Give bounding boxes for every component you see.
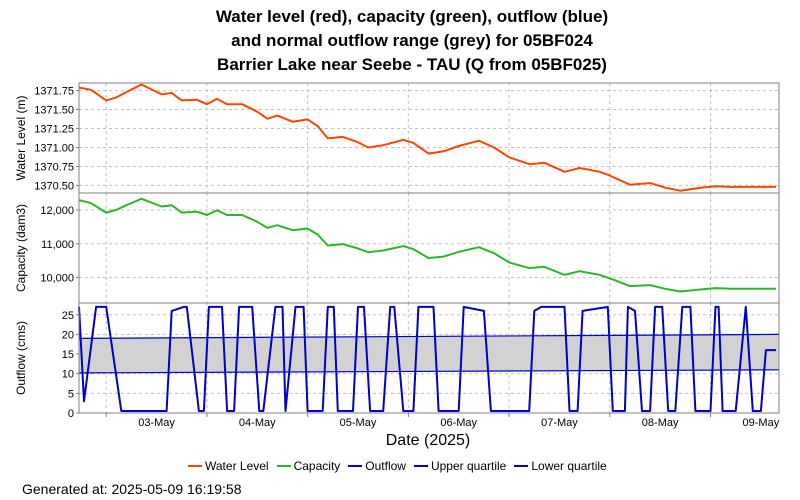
legend-label-water-level: Water Level [205,459,269,473]
x-axis-label: Date (2025) [386,432,471,449]
y-tick-label: 1370.50 [34,180,74,192]
legend-label-capacity: Capacity [293,459,341,473]
legend-item-upper-quartile: Upper quartile [413,459,507,473]
legend-item-water-level: Water Level [188,459,269,473]
legend-swatch-capacity [276,465,291,467]
legend-swatch-upper-quartile [413,465,428,467]
generated-timestamp: Generated at: 2025-05-09 16:19:58 [22,481,242,497]
chart-title-line-3: Barrier Lake near Seebe - TAU (Q from 05… [217,55,607,74]
legend-swatch-water-level [188,465,202,467]
panel-background [79,83,779,193]
panel-frame [78,302,780,414]
y-tick-label: 0 [68,408,74,420]
y-tick-label: 25 [62,310,74,322]
y-axis-label: Outflow (cms) [14,321,28,395]
y-tick-label: 1370.75 [34,161,74,173]
x-tick-label: 06-May [440,417,477,429]
chart-legend: Water Level Capacity Outflow Upper quart… [188,459,615,473]
series-line-lower-quartile [78,369,780,374]
series-line-water-level [78,83,776,192]
y-tick-label: 10,000 [40,273,74,285]
series-line-outflow [78,305,776,412]
x-tick-label: 03-May [138,417,175,429]
y-tick-label: 1371.75 [34,86,74,98]
legend-label-outflow: Outflow [365,459,406,473]
y-tick-label: 12,000 [40,205,74,217]
y-tick-label: 15 [62,349,74,361]
y-axis-label: Capacity (dam3) [14,204,28,292]
legend-label-lower-quartile: Lower quartile [531,459,607,473]
x-tick-label: 09-May [743,417,780,429]
legend-swatch-outflow [348,465,363,467]
x-tick-label: 07-May [541,417,578,429]
y-tick-label: 11,000 [41,239,74,251]
y-tick-label: 20 [62,329,74,341]
y-tick-label: 10 [62,369,74,381]
x-tick-label: 04-May [239,417,276,429]
legend-swatch-lower-quartile [514,465,529,467]
y-tick-label: 5 [68,388,74,400]
legend-item-outflow: Outflow [348,459,406,473]
x-tick-label: 05-May [340,417,377,429]
series-line-upper-quartile [78,333,780,339]
chart-title-line-2: and normal outflow range (grey) for 05BF… [231,31,593,50]
series-line-capacity [78,197,776,293]
normal-outflow-range-band [79,334,779,373]
legend-item-lower-quartile: Lower quartile [514,459,607,473]
y-tick-label: 1371.50 [34,105,74,117]
legend-item-capacity: Capacity [276,459,341,473]
x-tick-label: 08-May [642,417,679,429]
legend-label-upper-quartile: Upper quartile [430,459,507,473]
chart-title-line-1: Water level (red), capacity (green), out… [215,7,609,26]
y-tick-label: 1371.00 [34,142,74,154]
y-tick-label: 1371.25 [34,124,74,136]
y-axis-label: Water Level (m) [14,96,28,181]
